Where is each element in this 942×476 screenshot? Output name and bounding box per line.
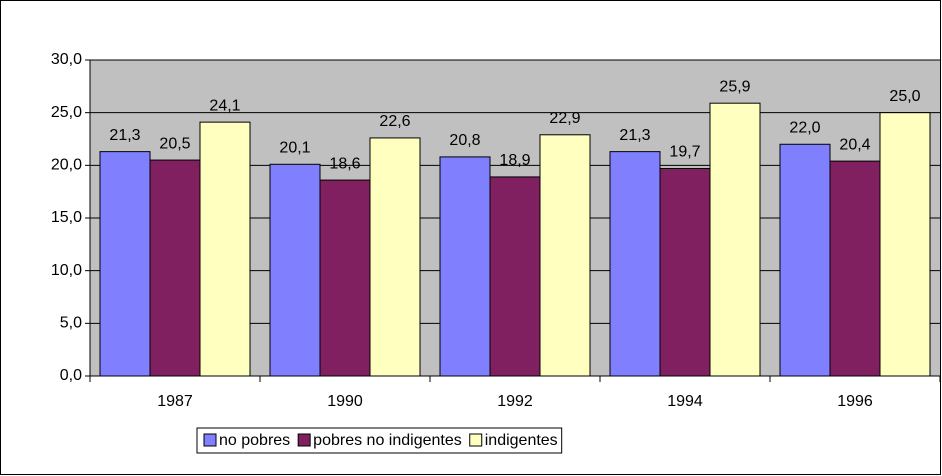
bar xyxy=(779,143,831,377)
legend-box xyxy=(196,427,563,454)
bar xyxy=(609,151,661,377)
value-label: 24,1 xyxy=(209,97,240,114)
x-tick-label: 1987 xyxy=(157,393,193,410)
value-label: 22,0 xyxy=(789,119,820,136)
legend-label: indigentes xyxy=(485,432,558,449)
x-tick-label: 1996 xyxy=(837,393,873,410)
value-label: 25,9 xyxy=(719,78,750,95)
bar xyxy=(539,134,591,377)
y-tick-label: 10,0 xyxy=(51,262,82,279)
value-label: 20,1 xyxy=(279,139,310,156)
value-label: 20,4 xyxy=(839,136,870,153)
x-tick-label: 1992 xyxy=(497,393,533,410)
bar xyxy=(439,156,491,377)
legend-label: pobres no indigentes xyxy=(313,432,462,449)
value-label: 20,5 xyxy=(159,135,190,152)
legend-swatch xyxy=(297,433,311,447)
value-label: 19,7 xyxy=(669,144,700,161)
legend-label: no pobres xyxy=(219,432,290,449)
y-tick-label: 25,0 xyxy=(51,104,82,121)
value-label: 18,6 xyxy=(329,155,360,172)
bar xyxy=(319,179,371,377)
value-label: 20,8 xyxy=(449,132,480,149)
bar xyxy=(659,167,711,377)
value-label: 21,3 xyxy=(619,127,650,144)
y-tick-label: 20,0 xyxy=(51,157,82,174)
x-tick-label: 1994 xyxy=(667,393,703,410)
value-label: 22,9 xyxy=(549,110,580,127)
y-tick-label: 0,0 xyxy=(60,367,82,384)
bar xyxy=(99,151,151,377)
bar xyxy=(829,160,881,377)
legend-swatch xyxy=(469,433,483,447)
x-tick-label: 1990 xyxy=(327,393,363,410)
value-label: 18,9 xyxy=(499,152,530,169)
y-tick-label: 15,0 xyxy=(51,209,82,226)
bar xyxy=(489,176,541,377)
value-label: 22,6 xyxy=(379,113,410,130)
bar xyxy=(149,159,201,377)
value-label: 21,3 xyxy=(109,127,140,144)
y-tick-label: 5,0 xyxy=(60,315,82,332)
bar xyxy=(369,137,421,377)
value-label: 25,0 xyxy=(889,88,920,105)
bar xyxy=(879,112,931,377)
y-tick-label: 30,0 xyxy=(51,51,82,68)
legend-swatch xyxy=(203,433,217,447)
bar xyxy=(199,121,251,377)
bar xyxy=(269,163,321,377)
bar xyxy=(709,102,761,377)
